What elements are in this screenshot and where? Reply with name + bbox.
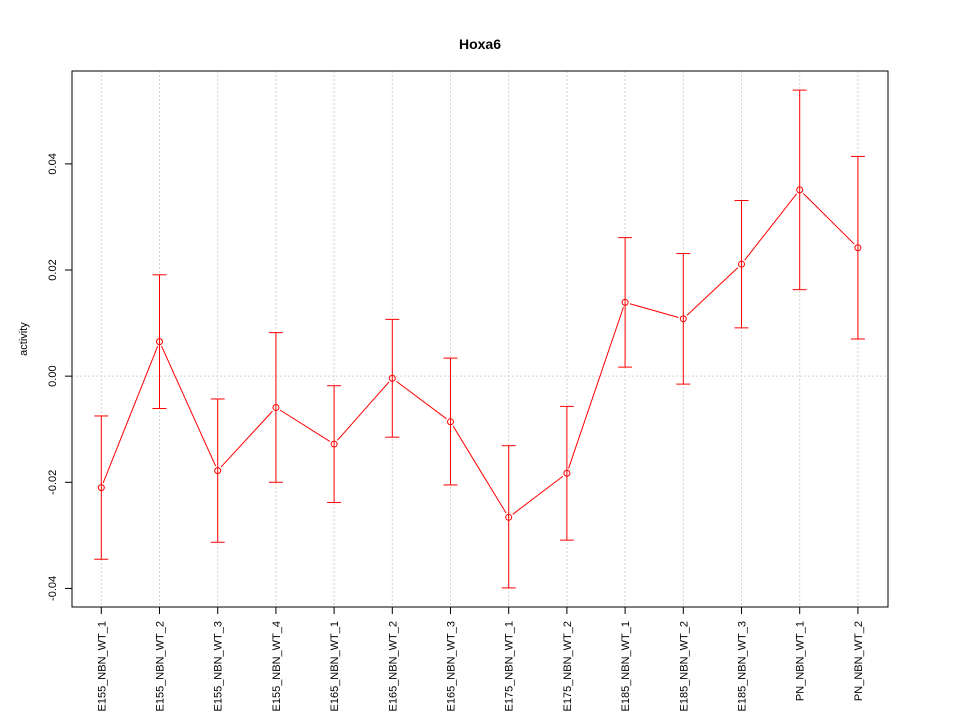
- data-point: [505, 513, 513, 521]
- data-point: [796, 186, 804, 194]
- error-bars: [94, 89, 865, 589]
- data-point: [563, 469, 571, 477]
- x-tick-label: E155_NBN_WT_3: [213, 621, 225, 712]
- series-line-segment: [337, 381, 390, 441]
- series-line-segment: [629, 303, 679, 318]
- x-tick-label: E175_NBN_WT_2: [562, 621, 574, 712]
- data-point: [621, 298, 629, 306]
- series-line-segment: [161, 346, 217, 467]
- data-point: [330, 440, 338, 448]
- data-point: [447, 418, 454, 426]
- series-line-segment: [744, 193, 798, 261]
- data-points: [97, 186, 862, 521]
- x-tick-label: PN_NBN_WT_1: [795, 621, 807, 701]
- series-line-segment: [686, 267, 739, 316]
- y-tick-label: -0.02: [47, 470, 59, 495]
- x-tick-label: E185_NBN_WT_2: [678, 621, 690, 712]
- data-point: [156, 338, 163, 346]
- series-line-segment: [568, 306, 624, 469]
- data-point: [854, 244, 862, 252]
- y-tick-label: -0.04: [47, 576, 59, 601]
- y-axis: -0.04 -0.02 0.00 0.02 0.04: [47, 153, 73, 601]
- x-tick-label: E155_NBN_WT_1: [96, 621, 108, 712]
- y-axis-label: activity: [18, 322, 30, 356]
- series-line-segment: [452, 425, 507, 514]
- series-line-segment: [396, 380, 447, 420]
- series-line-segment: [802, 193, 855, 245]
- data-point: [214, 467, 222, 475]
- x-tick-label: E175_NBN_WT_1: [504, 621, 516, 712]
- series-line-segment: [220, 410, 273, 468]
- x-tick-label: E165_NBN_WT_3: [446, 621, 458, 712]
- series-line-segment: [102, 346, 159, 484]
- x-tick-label: E185_NBN_WT_1: [620, 621, 632, 712]
- y-tick-label: 0.02: [47, 259, 59, 280]
- x-tick-label: E165_NBN_WT_1: [329, 621, 341, 712]
- data-point: [97, 484, 105, 492]
- x-tick-label: E155_NBN_WT_2: [155, 621, 167, 712]
- x-tick-label: E185_NBN_WT_3: [737, 621, 749, 712]
- x-tick-label: E155_NBN_WT_4: [271, 621, 283, 712]
- data-point: [738, 260, 745, 268]
- series-line-segment: [512, 475, 564, 515]
- x-tick-label: PN_NBN_WT_2: [853, 621, 865, 701]
- y-tick-label: 0.00: [47, 365, 59, 386]
- series-line-segment: [279, 409, 331, 442]
- x-axis: E155_NBN_WT_1 E155_NBN_WT_2 E155_NBN_WT_3 E…: [96, 606, 865, 712]
- grid: [72, 71, 888, 607]
- plot-frame: [71, 70, 889, 608]
- series-line-group: [102, 193, 855, 515]
- data-point: [272, 403, 280, 411]
- data-point: [679, 315, 687, 323]
- data-point: [388, 374, 396, 382]
- chart-title: Hoxa6: [459, 36, 501, 52]
- x-tick-label: E165_NBN_WT_2: [387, 621, 399, 712]
- y-tick-label: 0.04: [47, 153, 59, 174]
